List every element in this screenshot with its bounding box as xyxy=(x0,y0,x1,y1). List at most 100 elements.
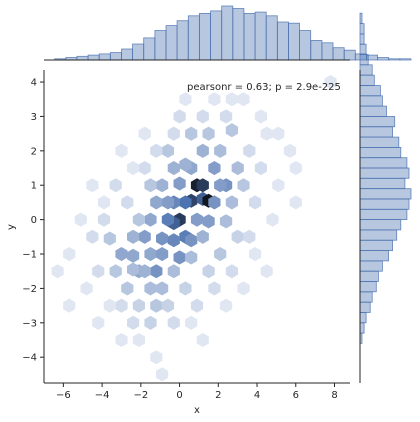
x-marginal-bar xyxy=(276,21,289,61)
x-marginal-bar xyxy=(187,15,200,61)
y-marginal-bar xyxy=(359,33,365,45)
hexbin-cell xyxy=(161,298,174,313)
y-marginal-bar xyxy=(359,126,393,138)
y-marginal-bar xyxy=(359,301,371,313)
x-tick-label: 0 xyxy=(176,390,182,401)
x-tick-label: −4 xyxy=(95,390,110,401)
x-marginal-bar xyxy=(121,48,134,61)
y-marginal-bar xyxy=(359,312,367,324)
hexbin-cell xyxy=(208,161,221,176)
hexbin-cell xyxy=(179,195,192,210)
hexbin-cell xyxy=(144,281,157,296)
hexbin-cell xyxy=(196,333,209,347)
hexbin-cell xyxy=(196,109,209,124)
y-tick-label: 4 xyxy=(31,78,37,89)
correlation-annotation: pearsonr = 0.63; p = 2.9e-225 xyxy=(187,82,341,93)
y-marginal-axes xyxy=(359,12,412,383)
hexbin-cell xyxy=(231,161,244,176)
x-marginal-bar xyxy=(87,54,100,61)
hexbin-cell xyxy=(185,126,198,141)
hexbin-cell xyxy=(121,195,134,210)
x-marginal-bar xyxy=(288,22,301,61)
hexbin-cell xyxy=(185,233,198,248)
hexbin-cell xyxy=(150,350,163,365)
x-marginal-bar xyxy=(98,53,111,61)
hexbin-cell xyxy=(196,178,209,193)
hexbin-cell xyxy=(74,212,87,227)
y-marginal-bar xyxy=(359,116,396,128)
hexbin-cell xyxy=(185,315,198,330)
x-tick-label: 4 xyxy=(254,390,260,401)
hexbin-cell xyxy=(127,262,140,277)
hexbin-cell xyxy=(289,161,302,176)
hexbin-cell xyxy=(109,264,122,279)
hexbin-cell xyxy=(138,264,151,279)
y-tick-label: −4 xyxy=(22,353,37,364)
hexbin-cell xyxy=(150,298,163,313)
y-marginal-bar xyxy=(359,229,398,241)
x-marginal-bar xyxy=(399,58,412,61)
x-marginal-bar xyxy=(210,10,223,61)
x-marginal-bar xyxy=(232,8,245,61)
hexbin-cell xyxy=(167,315,180,330)
hexbin-cell xyxy=(132,298,145,313)
x-marginal-bar xyxy=(388,58,401,61)
hexbin-cell xyxy=(138,161,151,176)
x-tick-marks xyxy=(62,383,336,387)
y-marginal-bar xyxy=(359,177,406,190)
y-marginal-bar xyxy=(359,146,402,159)
hexbin-cell xyxy=(225,92,238,107)
hexbin-cell xyxy=(202,214,215,229)
hexbin-cell xyxy=(208,281,221,296)
hexbin-cell xyxy=(103,231,116,246)
hexbin-cell xyxy=(80,281,93,296)
x-marginal-bar xyxy=(76,55,89,61)
hexbin-cell xyxy=(144,212,157,227)
hexbin-cell xyxy=(173,176,186,191)
x-marginal-bars xyxy=(54,5,412,61)
hexbin-cell xyxy=(156,281,169,296)
y-tick-label: −2 xyxy=(22,284,37,295)
hexbin-cell xyxy=(202,126,215,141)
hexbin-cell xyxy=(219,109,233,124)
hexbin-cell xyxy=(150,195,163,210)
hexbin-cell xyxy=(260,264,273,279)
y-marginal-bar xyxy=(359,23,365,35)
y-marginal-bar xyxy=(359,64,373,76)
hexbin-cell xyxy=(214,143,227,158)
hexbin-cell xyxy=(92,264,105,279)
hexbin-cell xyxy=(272,178,285,193)
hexbin-cell xyxy=(324,75,337,90)
hexbin-cell xyxy=(127,315,140,330)
y-marginal-bar xyxy=(359,322,365,334)
x-marginal-bar xyxy=(132,43,145,61)
y-marginal-bar xyxy=(359,54,369,66)
hexbin-cell xyxy=(150,143,163,158)
joint-axes: −6 −4 −2 0 2 4 6 8 −4 −3 −2 −1 0 1 2 3 4 pearsonr = 0.6… xyxy=(6,70,350,416)
hexbin-cell xyxy=(190,212,204,227)
hexbin-cell xyxy=(254,109,267,124)
hexbin-cell xyxy=(161,212,174,227)
y-marginal-bar xyxy=(359,136,400,148)
hexbin-cell xyxy=(127,248,140,263)
x-axis-label: x xyxy=(194,405,200,416)
x-tick-label: 8 xyxy=(331,390,337,401)
hexbin-cell xyxy=(283,143,297,158)
hexbin-cell xyxy=(208,195,221,210)
y-marginal-bar xyxy=(359,250,390,262)
y-marginal-bar xyxy=(359,188,412,200)
hexbin-cell xyxy=(115,247,128,262)
hexbin-cell xyxy=(109,178,122,193)
y-marginal-bar xyxy=(359,291,373,303)
hexbin-cell xyxy=(167,233,180,248)
hexbin-cell xyxy=(115,298,128,313)
y-marginal-bar xyxy=(359,198,410,210)
x-marginal-axes xyxy=(44,5,412,61)
y-marginal-bar xyxy=(359,208,408,221)
x-marginal-bar xyxy=(143,37,156,61)
hexbin-cell xyxy=(103,298,116,313)
hexbin-cell xyxy=(219,214,233,229)
hexbin-cell xyxy=(156,247,169,262)
hexbin-cell xyxy=(144,178,157,193)
hexbin-cell xyxy=(121,281,134,296)
